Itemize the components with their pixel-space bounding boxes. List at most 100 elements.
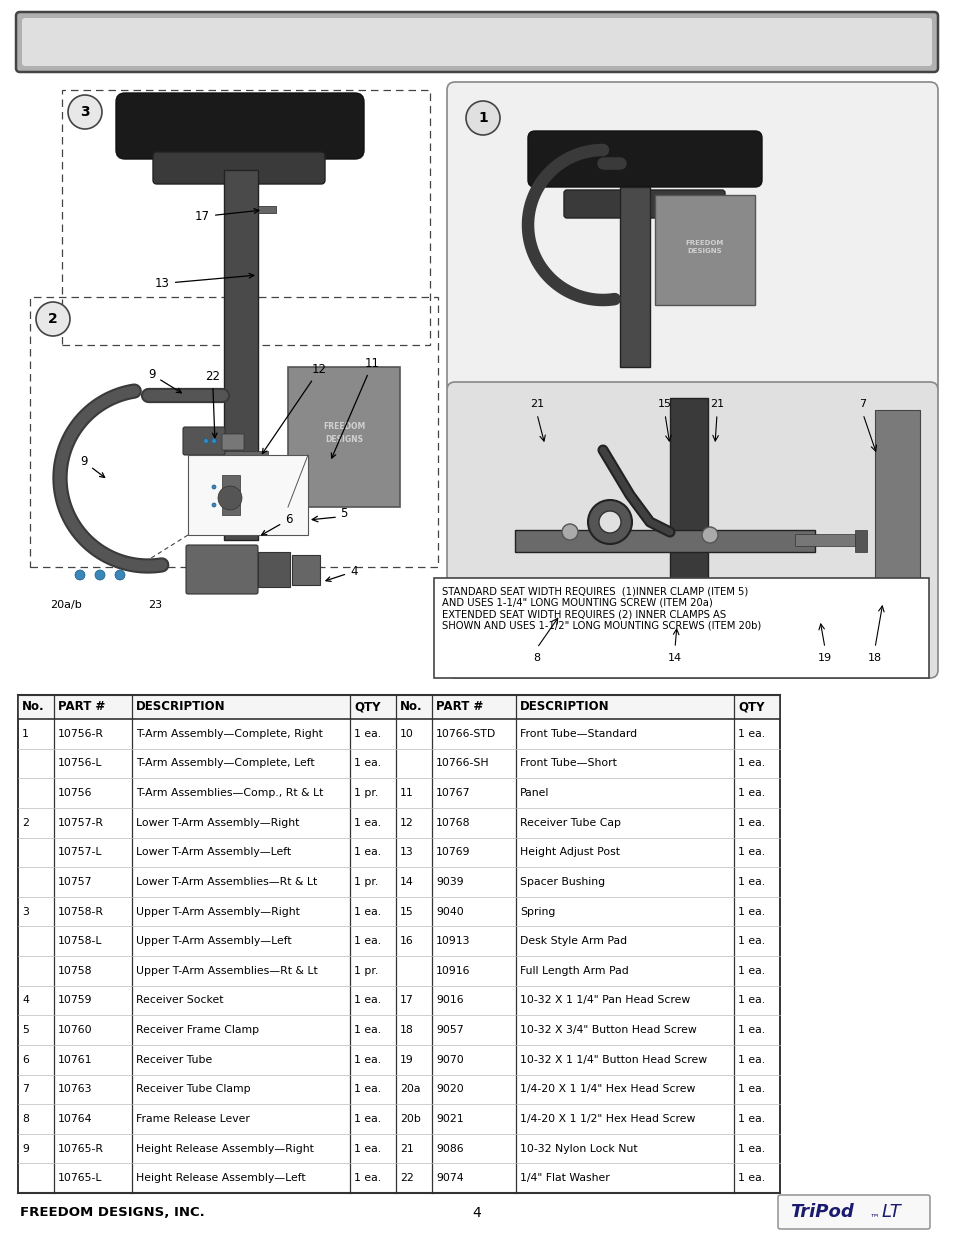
Text: 10-32 X 3/4" Button Head Screw: 10-32 X 3/4" Button Head Screw xyxy=(519,1025,696,1035)
Text: 10913: 10913 xyxy=(436,936,470,946)
Text: 9074: 9074 xyxy=(436,1173,463,1183)
Text: 14: 14 xyxy=(667,653,681,663)
Text: Spring: Spring xyxy=(519,906,555,916)
Text: 21: 21 xyxy=(399,1144,414,1153)
Text: 1 ea.: 1 ea. xyxy=(738,788,764,798)
Text: Panel: Panel xyxy=(519,788,549,798)
Text: DESCRIPTION: DESCRIPTION xyxy=(136,700,226,714)
Text: 10-32 Nylon Lock Nut: 10-32 Nylon Lock Nut xyxy=(519,1144,637,1153)
Text: 1 ea.: 1 ea. xyxy=(738,729,764,739)
Text: 1 ea.: 1 ea. xyxy=(738,995,764,1005)
Text: 10764: 10764 xyxy=(58,1114,92,1124)
Text: 4: 4 xyxy=(326,564,357,582)
Text: 1 ea.: 1 ea. xyxy=(738,758,764,768)
Text: 1 ea.: 1 ea. xyxy=(738,1144,764,1153)
Text: 1 ea.: 1 ea. xyxy=(738,1025,764,1035)
Text: 1 ea.: 1 ea. xyxy=(354,1144,381,1153)
Text: Upper T-Arm Assemblies—Rt & Lt: Upper T-Arm Assemblies—Rt & Lt xyxy=(136,966,317,976)
Text: 1 ea.: 1 ea. xyxy=(354,906,381,916)
Bar xyxy=(655,195,754,305)
Text: 1/4-20 X 1 1/4" Hex Head Screw: 1/4-20 X 1 1/4" Hex Head Screw xyxy=(519,1084,695,1094)
Bar xyxy=(20,80,439,680)
Bar xyxy=(619,186,649,367)
Bar xyxy=(874,410,919,610)
Bar xyxy=(18,695,780,719)
Text: FREEDOM
DESIGNS: FREEDOM DESIGNS xyxy=(685,240,723,254)
Text: TriPod: TriPod xyxy=(789,1203,853,1221)
Text: 22: 22 xyxy=(399,1173,414,1183)
Text: 3: 3 xyxy=(80,105,90,119)
Text: 1 ea.: 1 ea. xyxy=(738,936,764,946)
Text: Upper T-Arm Assembly—Left: Upper T-Arm Assembly—Left xyxy=(136,936,292,946)
Circle shape xyxy=(587,500,631,543)
Text: 5: 5 xyxy=(22,1025,29,1035)
FancyBboxPatch shape xyxy=(778,1195,929,1229)
Text: 16: 16 xyxy=(399,936,414,946)
Circle shape xyxy=(115,571,125,580)
Text: 9070: 9070 xyxy=(436,1055,463,1065)
Text: 22: 22 xyxy=(205,370,220,438)
Text: 2: 2 xyxy=(48,312,58,326)
Text: 10757-R: 10757-R xyxy=(58,818,104,827)
Text: 10758-R: 10758-R xyxy=(58,906,104,916)
Text: 10-32 X 1 1/4" Pan Head Screw: 10-32 X 1 1/4" Pan Head Screw xyxy=(519,995,690,1005)
Bar xyxy=(18,695,780,1193)
Circle shape xyxy=(203,438,209,443)
Text: 17: 17 xyxy=(194,209,258,224)
Circle shape xyxy=(212,485,215,489)
Text: 9: 9 xyxy=(22,1144,29,1153)
Circle shape xyxy=(561,524,578,540)
Text: 10760: 10760 xyxy=(58,1025,92,1035)
Text: 18: 18 xyxy=(867,653,882,663)
Text: No.: No. xyxy=(22,700,45,714)
Text: 7: 7 xyxy=(859,399,865,409)
Text: 1 ea.: 1 ea. xyxy=(354,1025,381,1035)
Text: 10765-L: 10765-L xyxy=(58,1173,102,1183)
Text: 15: 15 xyxy=(658,399,671,409)
Circle shape xyxy=(36,303,70,336)
Text: 1 pr.: 1 pr. xyxy=(354,788,377,798)
Text: Height Release Assembly—Left: Height Release Assembly—Left xyxy=(136,1173,305,1183)
FancyBboxPatch shape xyxy=(527,131,761,186)
Text: FREEDOM
DESIGNS: FREEDOM DESIGNS xyxy=(322,422,365,443)
Text: 1/4" Flat Washer: 1/4" Flat Washer xyxy=(519,1173,609,1183)
Text: 13: 13 xyxy=(399,847,414,857)
Text: T-Arm Assembly—Complete, Left: T-Arm Assembly—Complete, Left xyxy=(136,758,314,768)
Text: 9021: 9021 xyxy=(436,1114,463,1124)
Bar xyxy=(257,206,275,212)
Text: 1 pr.: 1 pr. xyxy=(354,966,377,976)
Text: 10759: 10759 xyxy=(58,995,92,1005)
FancyBboxPatch shape xyxy=(183,427,225,454)
Text: 20a: 20a xyxy=(399,1084,420,1094)
Text: 10-32 X 1 1/4" Button Head Screw: 10-32 X 1 1/4" Button Head Screw xyxy=(519,1055,706,1065)
Text: ™: ™ xyxy=(869,1212,879,1221)
Text: 17: 17 xyxy=(399,995,414,1005)
Text: Receiver Tube: Receiver Tube xyxy=(136,1055,212,1065)
Circle shape xyxy=(218,487,242,510)
Text: 8: 8 xyxy=(22,1114,29,1124)
Text: 10758: 10758 xyxy=(58,966,92,976)
Circle shape xyxy=(75,571,85,580)
Text: 1 ea.: 1 ea. xyxy=(354,729,381,739)
Circle shape xyxy=(701,527,718,543)
Text: Receiver Socket: Receiver Socket xyxy=(136,995,223,1005)
Text: 1 ea.: 1 ea. xyxy=(354,1084,381,1094)
Text: 1 ea.: 1 ea. xyxy=(354,758,381,768)
Text: No.: No. xyxy=(399,700,422,714)
Text: 21: 21 xyxy=(709,399,723,409)
Text: 1 ea.: 1 ea. xyxy=(354,1055,381,1065)
Text: 10: 10 xyxy=(399,729,414,739)
Text: 20b: 20b xyxy=(399,1114,420,1124)
Text: Receiver Tube Clamp: Receiver Tube Clamp xyxy=(136,1084,251,1094)
Bar xyxy=(18,695,780,1193)
Circle shape xyxy=(212,438,216,443)
Text: 1 ea.: 1 ea. xyxy=(738,1114,764,1124)
Text: 1 ea.: 1 ea. xyxy=(354,818,381,827)
FancyBboxPatch shape xyxy=(22,19,931,65)
Text: 4: 4 xyxy=(472,1207,481,1220)
Text: 9020: 9020 xyxy=(436,1084,463,1094)
Text: 10756-R: 10756-R xyxy=(58,729,104,739)
Text: PART #: PART # xyxy=(436,700,483,714)
Text: 10916: 10916 xyxy=(436,966,470,976)
Text: Frame Release Lever: Frame Release Lever xyxy=(136,1114,250,1124)
